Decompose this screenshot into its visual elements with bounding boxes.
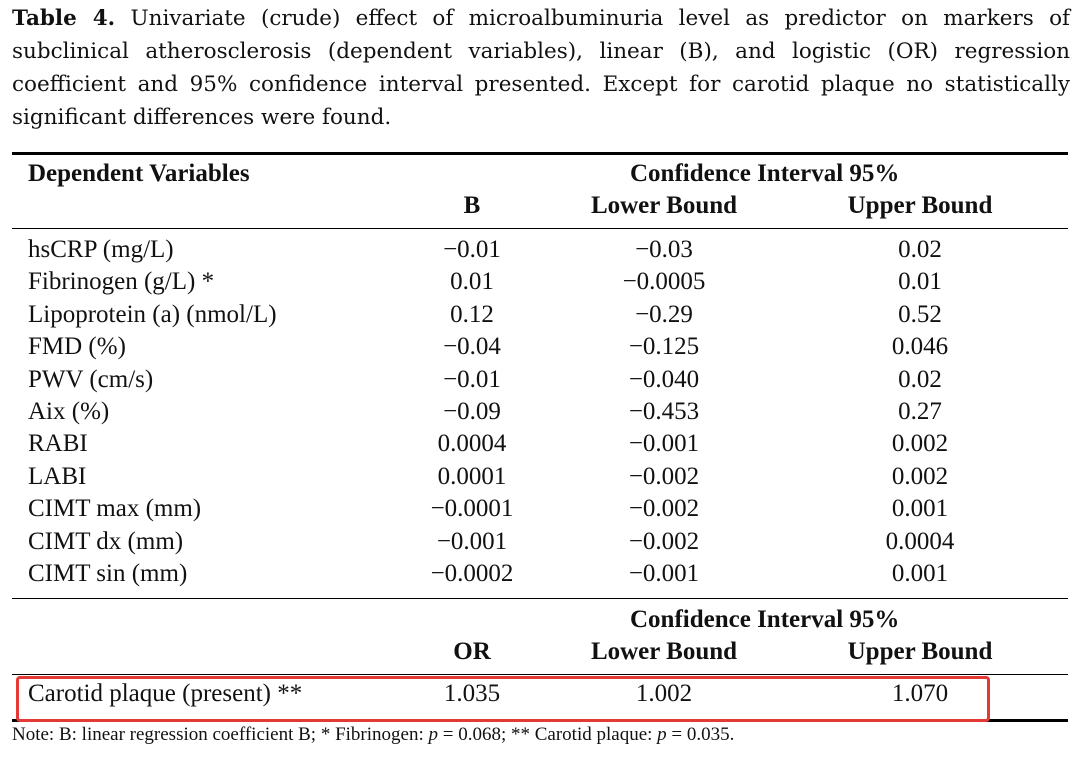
header-dependent-variables: Dependent Variables <box>28 160 250 187</box>
table-label: Table 4. <box>12 6 116 31</box>
header-confidence-interval: Confidence Interval 95% <box>630 160 900 187</box>
header-rule <box>12 228 1068 230</box>
row-name: CIMT dx (mm) <box>28 527 184 555</box>
row-name: FMD (%) <box>28 333 126 361</box>
top-rule <box>12 152 1068 155</box>
caption-text: Univariate (crude) effect of microalbumi… <box>12 6 1070 130</box>
logistic-header-rule <box>12 674 1068 676</box>
row-name: Aix (%) <box>28 398 110 425</box>
row-name: Carotid plaque (present) ** <box>28 680 303 707</box>
highlight-box <box>16 676 990 722</box>
row-name: hsCRP (mg/L) <box>28 236 174 263</box>
row-name: CIMT max (mm) <box>28 495 202 523</box>
table-caption: Table 4. Univariate (crude) effect of mi… <box>12 2 1070 134</box>
row-name: PWV (cm/s) <box>28 365 154 393</box>
row-name: LABI <box>28 462 87 490</box>
row-name: Lipoprotein (a) (nmol/L) <box>28 300 277 328</box>
mid-rule <box>12 598 1068 600</box>
row-name: CIMT sin (mm) <box>28 560 188 587</box>
table-note: Note: B: linear regression coefficient B… <box>12 724 735 745</box>
row-name: RABI <box>28 430 88 458</box>
header-confidence-interval-2: Confidence Interval 95% <box>630 606 900 633</box>
row-name: Fibrinogen (g/L) * <box>28 268 215 296</box>
